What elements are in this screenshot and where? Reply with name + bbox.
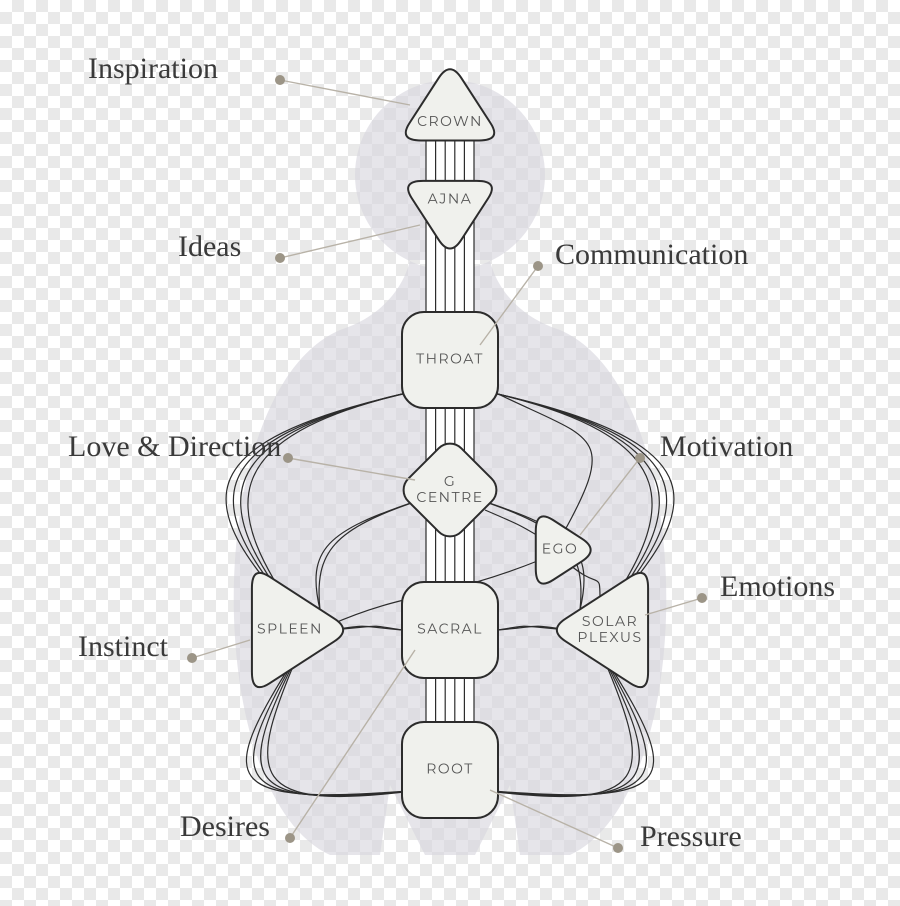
center-root: ROOT bbox=[402, 722, 498, 818]
annotation-dot-pressure bbox=[613, 843, 623, 853]
annotation-dot-motivation bbox=[635, 453, 645, 463]
annotation-dot-instinct bbox=[187, 653, 197, 663]
center-label-g: CENTRE bbox=[416, 488, 483, 506]
center-label-sacral: SACRAL bbox=[417, 620, 483, 638]
annotation-inspiration: Inspiration bbox=[88, 52, 218, 86]
annotation-dot-love bbox=[283, 453, 293, 463]
center-label-throat: THROAT bbox=[416, 350, 484, 368]
diagram-stage: CROWNAJNATHROATGCENTREEGOSPLEENSACRALSOL… bbox=[0, 0, 900, 906]
annotation-instinct: Instinct bbox=[78, 630, 168, 664]
annotation-motivation: Motivation bbox=[660, 430, 793, 464]
annotation-communication: Communication bbox=[555, 238, 748, 272]
annotation-dot-communication bbox=[533, 261, 543, 271]
center-label-solar: PLEXUS bbox=[577, 628, 642, 646]
center-sacral: SACRAL bbox=[402, 582, 498, 678]
annotation-emotions: Emotions bbox=[720, 570, 835, 604]
annotation-dot-emotions bbox=[697, 593, 707, 603]
center-label-spleen: SPLEEN bbox=[257, 620, 323, 638]
annotation-love: Love & Direction bbox=[68, 430, 281, 464]
center-label-root: ROOT bbox=[426, 760, 474, 778]
center-throat: THROAT bbox=[402, 312, 498, 408]
annotation-ideas: Ideas bbox=[178, 230, 241, 264]
annotation-dot-inspiration bbox=[275, 75, 285, 85]
annotation-dot-ideas bbox=[275, 253, 285, 263]
annotation-desires: Desires bbox=[180, 810, 270, 844]
center-label-ajna: AJNA bbox=[428, 190, 473, 208]
annotation-pressure: Pressure bbox=[640, 820, 742, 854]
center-label-ego: EGO bbox=[542, 540, 578, 558]
annotation-dot-desires bbox=[285, 833, 295, 843]
center-label-crown: CROWN bbox=[417, 112, 483, 130]
